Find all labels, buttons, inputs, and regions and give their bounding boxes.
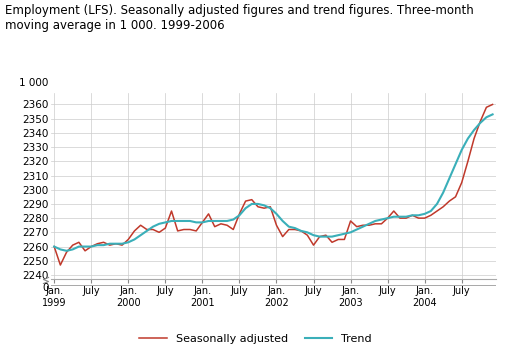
Trend xyxy=(304,230,310,234)
Text: 1 000: 1 000 xyxy=(19,78,49,88)
Seasonally adjusted xyxy=(57,263,63,267)
Text: 0: 0 xyxy=(42,283,49,293)
Seasonally adjusted xyxy=(354,224,360,229)
Seasonally adjusted xyxy=(162,226,169,230)
Text: Employment (LFS). Seasonally adjusted figures and trend figures. Three-month
mov: Employment (LFS). Seasonally adjusted fi… xyxy=(5,4,474,32)
Seasonally adjusted xyxy=(119,243,125,247)
Seasonally adjusted xyxy=(335,237,341,242)
Seasonally adjusted xyxy=(304,233,310,237)
Seasonally adjusted xyxy=(205,212,212,216)
Trend xyxy=(119,242,125,246)
Seasonally adjusted xyxy=(51,245,57,249)
Seasonally adjusted xyxy=(490,102,496,107)
Legend: Seasonally adjusted, Trend: Seasonally adjusted, Trend xyxy=(135,330,376,349)
Trend xyxy=(63,249,69,253)
Line: Trend: Trend xyxy=(54,115,493,251)
Trend xyxy=(335,233,341,237)
Trend xyxy=(162,220,169,224)
Trend xyxy=(490,112,496,117)
Trend xyxy=(354,227,360,232)
Trend xyxy=(51,245,57,249)
Line: Seasonally adjusted: Seasonally adjusted xyxy=(54,105,493,265)
Trend xyxy=(205,219,212,223)
